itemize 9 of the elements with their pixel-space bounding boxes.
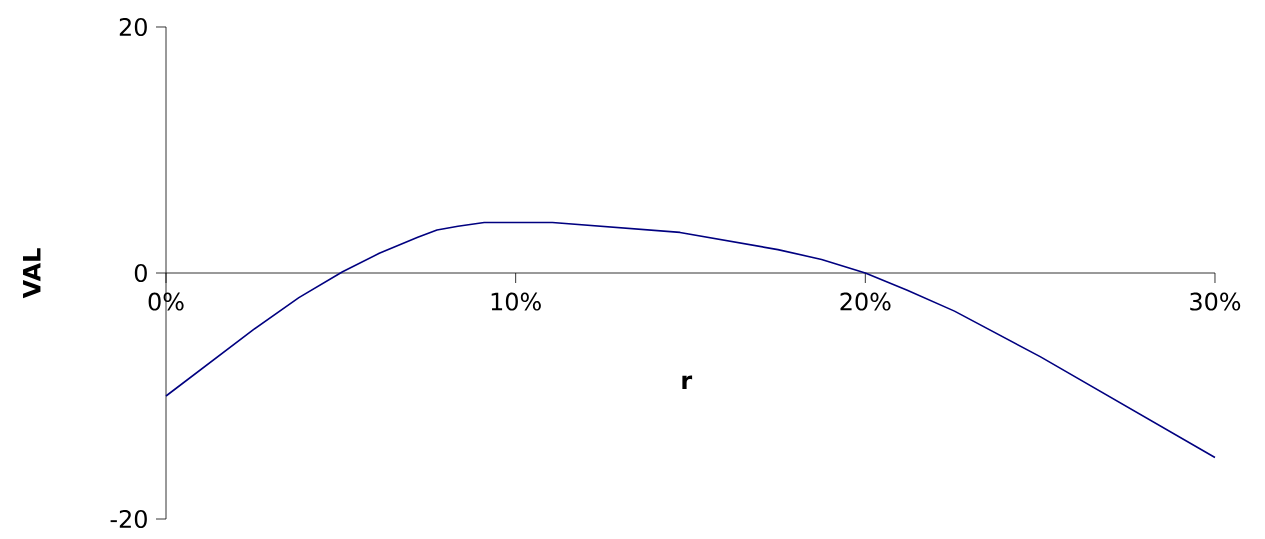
x-tick-label: 0% bbox=[148, 292, 184, 311]
y-tick-label: 20 bbox=[119, 17, 147, 37]
y-tick-label: 0 bbox=[134, 263, 147, 283]
x-tick-label: 20% bbox=[840, 292, 891, 311]
x-tick-label: 10% bbox=[491, 292, 541, 311]
x-axis-title: r bbox=[682, 375, 693, 389]
y-axis-title: VAL bbox=[23, 248, 41, 299]
x-tick-label: 30% bbox=[1190, 292, 1241, 311]
y-tick-label: -20 bbox=[110, 509, 147, 529]
